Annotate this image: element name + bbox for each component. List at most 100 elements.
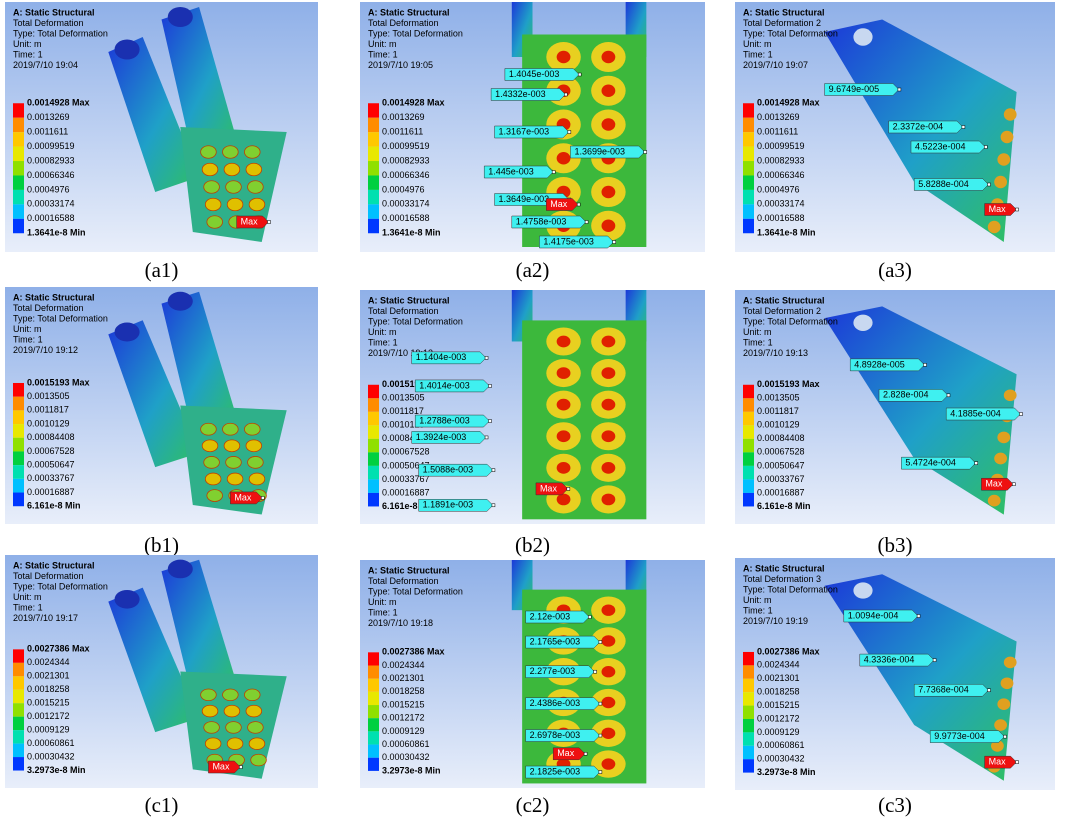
hotspot	[556, 335, 571, 348]
legend-swatch	[743, 146, 754, 162]
bump	[244, 145, 261, 159]
legend-label: 0.0018258	[27, 684, 70, 694]
probe-point	[488, 384, 492, 388]
legend-label: 0.0009129	[27, 725, 70, 735]
header-line: Total Deformation	[368, 306, 439, 316]
bump	[1000, 130, 1014, 144]
probe-point	[643, 150, 647, 154]
probe-tag	[208, 760, 241, 774]
probe-label: 5.4724e-004	[905, 458, 956, 468]
legend-label: 0.00050647	[382, 460, 430, 470]
probe-point	[1019, 412, 1023, 416]
bump	[222, 145, 239, 159]
legend-swatch	[368, 132, 379, 147]
result-panel: A: Static Structural Total Deformation Typ…	[5, 2, 318, 252]
legend-swatch	[368, 425, 379, 439]
probe-point	[551, 170, 556, 174]
legend-swatch	[13, 465, 24, 479]
legend-label: 0.0024344	[382, 660, 425, 670]
bump	[206, 215, 223, 229]
hotspot	[601, 696, 616, 709]
result-panel: A: Static Structural Total Deformation Typ…	[5, 287, 318, 524]
probe-point	[564, 92, 568, 97]
legend-swatch	[13, 437, 24, 452]
legend-swatch	[368, 146, 379, 162]
panel-caption: (c3)	[878, 793, 912, 817]
probe-point	[593, 669, 597, 674]
probe-point	[1003, 734, 1007, 739]
bump	[200, 688, 217, 702]
bump	[248, 472, 266, 486]
probe-point	[576, 202, 581, 207]
header-line: Unit: m	[743, 327, 772, 337]
probe-label: 9.6749e-005	[829, 84, 880, 94]
probe-label: 2.4386e-003	[530, 698, 581, 708]
legend-swatch	[743, 218, 754, 234]
header-line: Unit: m	[743, 595, 772, 605]
legend-swatch	[743, 452, 754, 466]
legend-swatch	[13, 218, 24, 234]
hotspot	[601, 219, 616, 232]
header-line: Type: Total Deformation	[743, 28, 838, 38]
probe-label: 1.3649e-003	[499, 194, 550, 204]
legend-swatch	[368, 705, 379, 719]
legend-label: 0.0013505	[382, 393, 425, 403]
probe-label: Max	[241, 216, 259, 226]
probe-tag	[414, 414, 490, 428]
hotspot	[556, 493, 571, 506]
hotspot	[601, 604, 616, 616]
bump	[245, 439, 263, 453]
probe-tag	[511, 215, 587, 229]
legend-label: 0.0013505	[27, 391, 70, 401]
legend-label: 0.00060861	[757, 740, 805, 750]
arm	[108, 587, 200, 733]
probe-point	[1015, 207, 1019, 212]
bump	[247, 180, 264, 194]
header-line: Time: 1	[368, 337, 398, 347]
legend-label: 0.0018258	[382, 686, 425, 696]
legend-label: 0.00066346	[27, 170, 75, 180]
legend-swatch	[368, 731, 379, 745]
legend-swatch	[13, 662, 24, 677]
legend-label: 0.0011817	[757, 406, 799, 416]
hotspot	[601, 84, 616, 97]
legend-label: 0.00016887	[382, 487, 430, 497]
probe-label: 2.1765e-003	[530, 636, 581, 646]
probe-label: 4.5223e-004	[915, 141, 966, 151]
header-line: A: Static Structural	[13, 560, 95, 570]
probe-point	[612, 240, 616, 244]
header-line: Type: Total Deformation	[368, 28, 463, 38]
probe-tag	[525, 635, 601, 649]
arm	[108, 320, 200, 468]
result-panel: A: Static Structural Total Deformation Typ…	[360, 290, 705, 524]
bump	[226, 737, 244, 750]
hotspot	[601, 430, 616, 443]
bump	[222, 422, 239, 436]
plate	[824, 574, 1017, 781]
panel-caption: (c2)	[515, 793, 550, 817]
legend-label: 0.00030432	[382, 752, 430, 762]
bump	[994, 719, 1007, 731]
header-line: Total Deformation	[13, 303, 84, 313]
hole	[114, 322, 140, 342]
probe-point	[491, 468, 496, 472]
legend-label: 0.00099519	[27, 141, 75, 151]
legend-swatch	[13, 451, 24, 466]
legend-label: 0.00030432	[757, 754, 805, 764]
header-line: Time: 1	[13, 49, 43, 59]
probe-tag	[483, 165, 554, 179]
probe-tag	[525, 665, 595, 678]
legend-label: 6.161e-8 Min	[27, 501, 81, 511]
header-line: Time: 1	[368, 49, 398, 59]
probe-label: 1.4332e-003	[495, 89, 546, 99]
legend-swatch	[743, 745, 754, 760]
legend-label: 0.0004976	[27, 184, 70, 194]
bump	[200, 145, 217, 159]
legend-label: 0.00099519	[382, 141, 430, 151]
legend-swatch	[368, 117, 379, 133]
probe-label: Max	[985, 479, 1003, 489]
